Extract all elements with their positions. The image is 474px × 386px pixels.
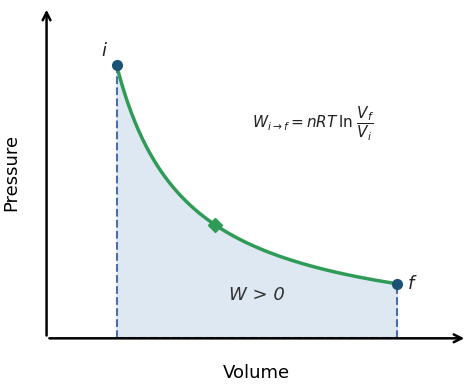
Text: W > 0: W > 0: [229, 286, 285, 305]
Text: Volume: Volume: [223, 364, 291, 382]
Text: i: i: [101, 42, 106, 59]
Text: $W_{i\rightarrow f} = nRT\,\ln\,\dfrac{V_f}{V_i}$: $W_{i\rightarrow f} = nRT\,\ln\,\dfrac{V…: [252, 105, 374, 143]
Text: f: f: [408, 275, 414, 293]
Text: Pressure: Pressure: [2, 134, 20, 211]
